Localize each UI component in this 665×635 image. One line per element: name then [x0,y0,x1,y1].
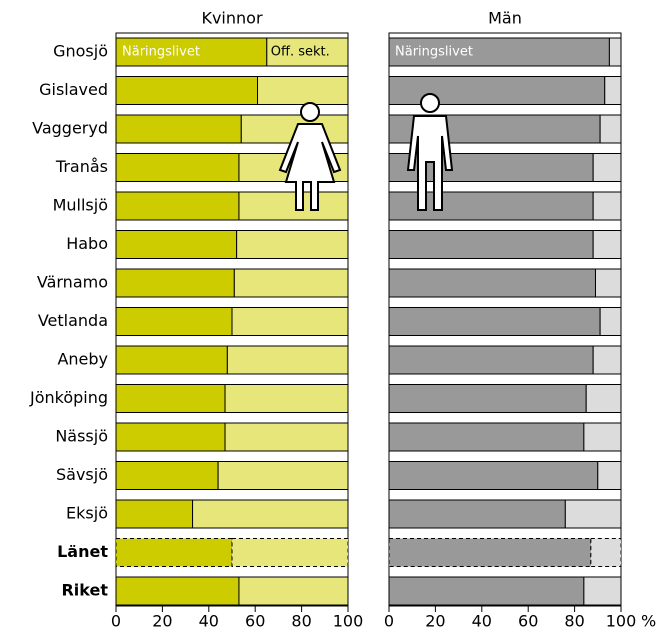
bar-segment [231,538,349,567]
category-label: Vaggeryd [32,119,108,138]
bar-segment [592,191,622,221]
x-tick-label: 60 [245,612,265,631]
bar-segment [192,499,349,529]
category-label: Jönköping [29,388,108,407]
bar-segment [388,307,601,336]
panel-title: Kvinnor [201,9,262,28]
x-tick-label: 100 [606,612,637,631]
bar-segment [564,499,622,529]
bar-segment [599,114,622,144]
x-tick-label: 20 [425,612,445,631]
bar-segment [217,461,349,490]
woman-body [278,123,342,211]
category-label: Mullsjö [53,196,108,215]
bar-segment [592,230,622,259]
category-label: Gnosjö [53,42,108,61]
bar-segment [592,153,622,182]
bar-segment [115,576,240,606]
bar-segment [592,345,622,375]
bar-segment [226,345,349,375]
bar-segment [231,307,349,336]
bar-segment [233,268,349,298]
bar-segment [590,538,622,567]
series-label: Näringslivet [122,45,200,60]
bar-segment [388,230,594,259]
category-label: Gislaved [39,80,108,99]
bar-segment [224,422,349,452]
category-label: Habo [66,234,108,253]
bar-segment [236,230,349,259]
x-tick-label: 100 [333,612,364,631]
bar-segment [115,114,242,144]
series-label: Näringslivet [395,45,473,60]
bar-segment [583,576,622,606]
man-body [406,115,454,211]
category-label: Eksjö [66,504,108,523]
bar-segment [388,384,587,413]
category-label: Vetlanda [38,311,108,330]
bar-segment [224,384,349,413]
x-unit-label: % [641,612,656,631]
category-label: Riket [61,581,108,600]
category-label: Sävsjö [56,465,108,484]
bar-segment [115,153,240,182]
bar-segment [608,37,622,67]
x-tick-label: 40 [199,612,219,631]
bar-segment [115,384,226,413]
bar-segment [594,268,622,298]
bar-segment [388,345,594,375]
category-label: Länet [57,542,108,561]
category-label: Aneby [57,350,108,369]
bar-segment [388,461,599,490]
category-label: Tranås [55,157,108,176]
bar-segment [388,538,592,567]
man-head [420,93,440,113]
bar-segment [115,76,259,105]
bar-segment [238,576,349,606]
bar-segment [388,499,566,529]
bar-segment [585,384,622,413]
bar-segment [115,538,233,567]
bar-segment [115,422,226,452]
bar-segment [115,37,268,67]
bar-segment [238,191,349,221]
figures [278,93,454,211]
x-tick-label: 20 [152,612,172,631]
bar-segment [388,37,610,67]
bar-segment [115,191,240,221]
bar-segment [115,499,194,529]
bar-segment [599,307,622,336]
category-label: Värnamo [37,273,108,292]
panel-title: Män [488,9,522,28]
x-tick-label: 80 [291,612,311,631]
x-tick-label: 40 [472,612,492,631]
bar-segment [115,230,238,259]
series-label: Off. sekt. [271,45,330,60]
category-label: Nässjö [55,427,108,446]
woman-head [300,102,320,122]
bar-segment [266,37,349,67]
bar-segment [388,422,585,452]
bar-segment [583,422,622,452]
bar-segment [388,268,596,298]
x-tick-label: 80 [564,612,584,631]
x-tick-label: 0 [384,612,394,631]
bar-segment [388,576,585,606]
bar-segment [115,345,228,375]
bar-segment [604,76,622,105]
bar-segment [115,307,233,336]
bar-segment [597,461,622,490]
bar-segment [115,268,235,298]
x-tick-label: 60 [518,612,538,631]
x-tick-label: 0 [111,612,121,631]
bar-segment [115,461,219,490]
bar-segment [257,76,349,105]
